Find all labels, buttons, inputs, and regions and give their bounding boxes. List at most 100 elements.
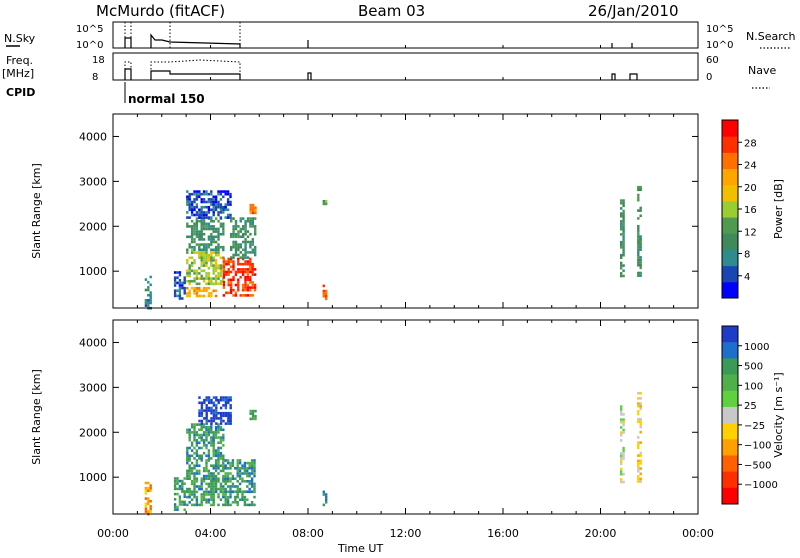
velocity-cell [637,467,640,470]
velocity-cell [226,472,230,475]
velocity-cell [215,396,218,399]
power-cell [186,272,189,275]
nsky-trace [124,33,633,48]
velocity-cell [637,420,640,424]
velocity-cell [622,446,625,450]
velocity-cell [246,469,249,473]
power-cell [144,299,148,302]
velocity-cell [205,464,208,467]
power-cell [202,243,206,246]
power-cell [186,251,189,254]
power-cell [246,273,250,276]
velocity-cell [183,508,186,511]
velocity-cell [620,457,623,460]
power-cell [244,260,247,263]
power-cell [193,245,196,249]
power-cell [195,232,199,236]
velocity-cell [217,446,220,450]
power-cell [251,206,255,209]
power-cell [232,243,235,246]
power-cell [202,227,206,231]
power-cell [637,227,640,231]
power-cell [198,208,201,212]
power-cell [222,260,226,263]
velocity-cell [205,414,208,418]
velocity-cell [250,467,254,470]
velocity-cell [214,459,218,462]
power-cell [227,268,230,271]
power-cell [190,235,194,239]
power-cell [219,266,223,270]
power-cell [239,262,242,266]
power-cell [214,203,218,206]
nsky-panel [112,21,699,49]
power-cell [188,195,191,199]
power-cell [207,235,211,239]
power-cell [190,251,194,254]
power-cell [244,270,247,274]
power-cell [210,261,213,265]
power-cell [637,235,640,238]
velocity-cell [322,490,325,494]
power-cell [219,274,223,278]
power-cell [219,203,223,206]
power-cell [205,227,208,231]
power-cell [193,205,196,209]
velocity-cell [181,490,184,493]
velocity-cell [144,492,148,495]
power-cell [620,225,623,228]
velocity-cell [144,486,148,490]
velocity-cell [214,480,218,483]
velocity-cell [186,449,189,452]
power-cell [198,216,201,219]
power-cell [214,253,218,257]
velocity-cell [234,485,237,488]
power-cell [149,275,152,279]
power-cell [637,240,640,244]
power-cell [181,286,184,290]
velocity-cell [243,495,247,499]
velocity-cell [195,459,199,462]
velocity-cell [222,433,225,437]
power-cell [254,209,257,212]
power-cell [217,205,220,209]
velocity-cell [214,487,218,491]
velocity-cell [214,461,218,465]
power-cell [214,259,218,262]
velocity-cell [205,474,208,478]
velocity-cell [251,409,255,413]
velocity-cell [178,498,182,501]
velocity-cell [229,472,232,475]
velocity-cell [198,464,201,467]
power-cell [186,261,189,265]
velocity-cell [217,428,220,432]
power-cell [200,219,203,223]
velocity-cell [200,438,203,442]
velocity-cell [214,485,218,488]
velocity-cell [246,498,249,501]
y-tick-label: 3000 [79,175,107,188]
velocity-cell [248,503,251,507]
velocity-cell [207,469,211,473]
velocity-cell [205,438,208,442]
velocity-cell [186,457,189,460]
power-cell [210,253,213,257]
velocity-cell [639,441,642,444]
beam-title: Beam 03 [358,2,425,20]
power-cell [229,203,232,206]
velocity-cell [190,467,194,470]
velocity-cell [207,457,211,460]
power-cell [188,245,191,249]
power-cell [210,277,213,280]
power-cell [200,294,203,298]
power-cell [214,248,218,252]
velocity-cell [253,469,256,473]
power-cell [639,235,642,238]
velocity-cell [222,411,225,415]
power-cell [253,288,257,292]
power-cell [254,248,257,252]
power-cell [200,277,203,280]
power-cell [234,219,238,223]
colorbar-swatch [722,374,738,392]
colorbar-tick-label: 4 [744,272,750,283]
